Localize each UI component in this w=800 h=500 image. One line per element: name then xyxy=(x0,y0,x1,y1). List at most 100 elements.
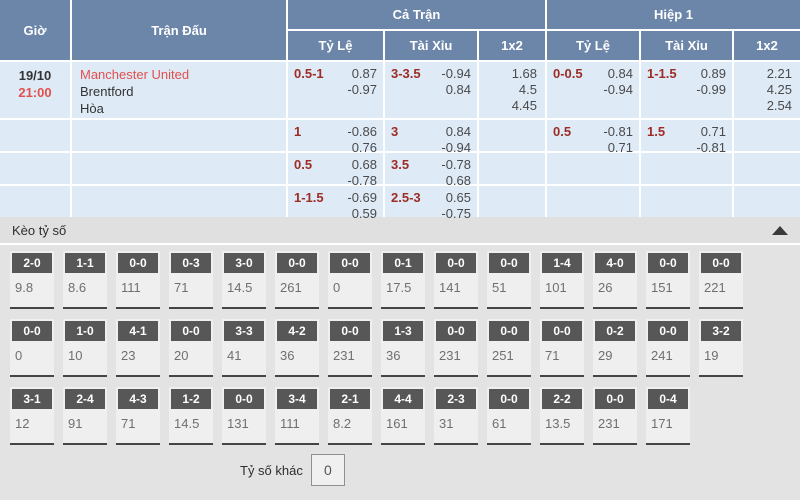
score-odds-cell[interactable]: 3-3 41 xyxy=(222,319,266,377)
h1-1x2-cell[interactable]: 2.21 4.25 2.54 xyxy=(734,62,800,118)
score-odds-cell[interactable]: 0-3 71 xyxy=(169,251,213,309)
score-odds-cell[interactable]: 3-4 111 xyxy=(275,387,319,445)
score-chip[interactable]: 0-0 xyxy=(489,389,529,409)
score-chip[interactable]: 0-0 xyxy=(436,253,476,273)
away-team-name[interactable]: Brentford xyxy=(80,84,134,99)
score-chip[interactable]: 0-0 xyxy=(224,389,264,409)
score-chip[interactable]: 4-3 xyxy=(118,389,158,409)
score-odds-cell[interactable]: 0-0 131 xyxy=(222,387,266,445)
h1-overunder-cell[interactable]: 1-1.5 0.89 -0.99 xyxy=(641,62,732,118)
score-chip[interactable]: 2-0 xyxy=(12,253,52,273)
score-chip[interactable]: 0-0 xyxy=(330,253,370,273)
score-chip[interactable]: 4-4 xyxy=(383,389,423,409)
ft-handicap-cell[interactable]: 0.5 0.68 -0.78 xyxy=(288,153,383,188)
score-odds-cell[interactable]: 1-3 36 xyxy=(381,319,425,377)
score-odds-cell[interactable]: 4-1 23 xyxy=(116,319,160,377)
score-odds-cell[interactable]: 2-1 8.2 xyxy=(328,387,372,445)
score-odds-cell[interactable]: 0-4 171 xyxy=(646,387,690,445)
score-chip[interactable]: 2-2 xyxy=(542,389,582,409)
match-teams-cell[interactable]: Manchester United Brentford Hòa xyxy=(72,62,286,118)
score-chip[interactable]: 0-0 xyxy=(595,389,635,409)
ft-overunder-cell[interactable]: 3 0.84 -0.94 xyxy=(385,120,477,155)
score-chip[interactable]: 0-0 xyxy=(648,321,688,341)
score-odds-cell[interactable]: 1-2 14.5 xyxy=(169,387,213,445)
score-odds-cell[interactable]: 0-0 231 xyxy=(593,387,637,445)
score-odds-cell[interactable]: 0-0 111 xyxy=(116,251,160,309)
score-odds-cell[interactable]: 4-0 26 xyxy=(593,251,637,309)
score-chip[interactable]: 0-0 xyxy=(489,253,529,273)
score-odds-cell[interactable]: 0-0 141 xyxy=(434,251,478,309)
score-chip[interactable]: 0-0 xyxy=(436,321,476,341)
score-chip[interactable]: 3-1 xyxy=(12,389,52,409)
score-odds-cell[interactable]: 0-0 61 xyxy=(487,387,531,445)
ft-overunder-cell[interactable]: 2.5-3 0.65 -0.75 xyxy=(385,186,477,221)
score-chip[interactable]: 1-2 xyxy=(171,389,211,409)
ft-handicap-cell[interactable]: 0.5-1 0.87 -0.97 xyxy=(288,62,383,118)
score-chip[interactable]: 0-4 xyxy=(648,389,688,409)
score-chip[interactable]: 1-0 xyxy=(65,321,105,341)
score-chip[interactable]: 0-0 xyxy=(489,321,529,341)
score-chip[interactable]: 0-3 xyxy=(171,253,211,273)
score-odds-cell[interactable]: 2-2 13.5 xyxy=(540,387,584,445)
score-odds-cell[interactable]: 0-0 0 xyxy=(328,251,372,309)
score-chip[interactable]: 0-0 xyxy=(118,253,158,273)
score-odds-cell[interactable]: 1-0 10 xyxy=(63,319,107,377)
score-odds-cell[interactable]: 2-0 9.8 xyxy=(10,251,54,309)
score-chip[interactable]: 0-0 xyxy=(171,321,211,341)
score-odds-cell[interactable]: 0-0 71 xyxy=(540,319,584,377)
ft-overunder-cell[interactable]: 3.5 -0.78 0.68 xyxy=(385,153,477,188)
score-panel-header[interactable]: Kèo tỷ số xyxy=(0,217,800,245)
score-odds-cell[interactable]: 2-4 91 xyxy=(63,387,107,445)
score-chip[interactable]: 0-0 xyxy=(701,253,741,273)
score-chip[interactable]: 0-0 xyxy=(330,321,370,341)
score-odds-cell[interactable]: 3-0 14.5 xyxy=(222,251,266,309)
score-odds-cell[interactable]: 0-2 29 xyxy=(593,319,637,377)
score-chip[interactable]: 1-4 xyxy=(542,253,582,273)
score-chip[interactable]: 0-2 xyxy=(595,321,635,341)
score-chip[interactable]: 2-3 xyxy=(436,389,476,409)
ft-handicap-cell[interactable]: 1-1.5 -0.69 0.59 xyxy=(288,186,383,221)
home-team-name[interactable]: Manchester United xyxy=(80,67,190,82)
score-chip[interactable]: 4-2 xyxy=(277,321,317,341)
score-chip[interactable]: 3-0 xyxy=(224,253,264,273)
score-odds-cell[interactable]: 4-2 36 xyxy=(275,319,319,377)
score-odds-cell[interactable]: 0-0 221 xyxy=(699,251,743,309)
score-odds-cell[interactable]: 0-0 231 xyxy=(434,319,478,377)
ft-1x2-cell[interactable]: 1.68 4.5 4.45 xyxy=(479,62,545,118)
score-chip[interactable]: 2-1 xyxy=(330,389,370,409)
score-odds-cell[interactable]: 0-0 231 xyxy=(328,319,372,377)
h1-handicap-cell[interactable]: 0.5 -0.81 0.71 xyxy=(547,120,639,155)
score-odds-cell[interactable]: 0-1 17.5 xyxy=(381,251,425,309)
score-odds-cell[interactable]: 1-1 8.6 xyxy=(63,251,107,309)
score-odds-cell[interactable]: 2-3 31 xyxy=(434,387,478,445)
score-odds-cell[interactable]: 4-3 71 xyxy=(116,387,160,445)
score-odds-cell[interactable]: 0-0 261 xyxy=(275,251,319,309)
score-chip[interactable]: 1-3 xyxy=(383,321,423,341)
score-odds-cell[interactable]: 1-4 101 xyxy=(540,251,584,309)
collapse-arrow-up-icon[interactable] xyxy=(772,225,788,235)
score-chip[interactable]: 0-1 xyxy=(383,253,423,273)
score-odds-cell[interactable]: 0-0 51 xyxy=(487,251,531,309)
score-chip[interactable]: 2-4 xyxy=(65,389,105,409)
score-odds-cell[interactable]: 0-0 0 xyxy=(10,319,54,377)
ft-overunder-cell[interactable]: 3-3.5 -0.94 0.84 xyxy=(385,62,477,118)
score-chip[interactable]: 0-0 xyxy=(542,321,582,341)
score-chip[interactable]: 1-1 xyxy=(65,253,105,273)
score-chip[interactable]: 3-4 xyxy=(277,389,317,409)
score-chip[interactable]: 4-1 xyxy=(118,321,158,341)
score-odds-cell[interactable]: 0-0 20 xyxy=(169,319,213,377)
score-odds-cell[interactable]: 3-1 12 xyxy=(10,387,54,445)
score-chip[interactable]: 4-0 xyxy=(595,253,635,273)
h1-overunder-cell[interactable]: 1.5 0.71 -0.81 xyxy=(641,120,732,155)
other-score-input[interactable]: 0 xyxy=(310,454,345,486)
score-chip[interactable]: 3-3 xyxy=(224,321,264,341)
score-chip[interactable]: 0-0 xyxy=(12,321,52,341)
score-odds-cell[interactable]: 0-0 251 xyxy=(487,319,531,377)
score-chip[interactable]: 0-0 xyxy=(648,253,688,273)
h1-handicap-cell[interactable]: 0-0.5 0.84 -0.94 xyxy=(547,62,639,118)
score-chip[interactable]: 3-2 xyxy=(701,321,741,341)
ft-handicap-cell[interactable]: 1 -0.86 0.76 xyxy=(288,120,383,155)
score-odds-cell[interactable]: 3-2 19 xyxy=(699,319,743,377)
score-odds-cell[interactable]: 0-0 241 xyxy=(646,319,690,377)
score-odds-cell[interactable]: 4-4 161 xyxy=(381,387,425,445)
